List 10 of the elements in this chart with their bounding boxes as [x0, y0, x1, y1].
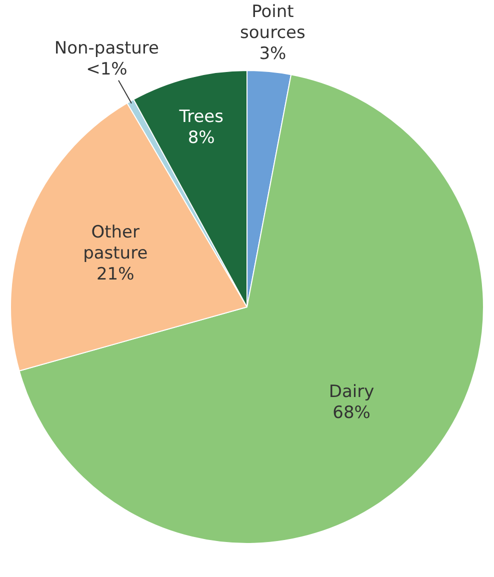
data-label: <1%: [86, 59, 128, 80]
slice-label: Non-pasture: [54, 38, 159, 58]
slice-label: Point sources: [240, 2, 306, 44]
data-label: 68%: [332, 402, 370, 423]
slice-label: Trees: [178, 107, 224, 128]
slice-label: Other pasture: [83, 222, 148, 264]
slice-label: Dairy: [328, 382, 374, 402]
data-label: 21%: [96, 264, 134, 284]
data-label: 3%: [259, 44, 286, 64]
data-label: 8%: [188, 128, 215, 148]
